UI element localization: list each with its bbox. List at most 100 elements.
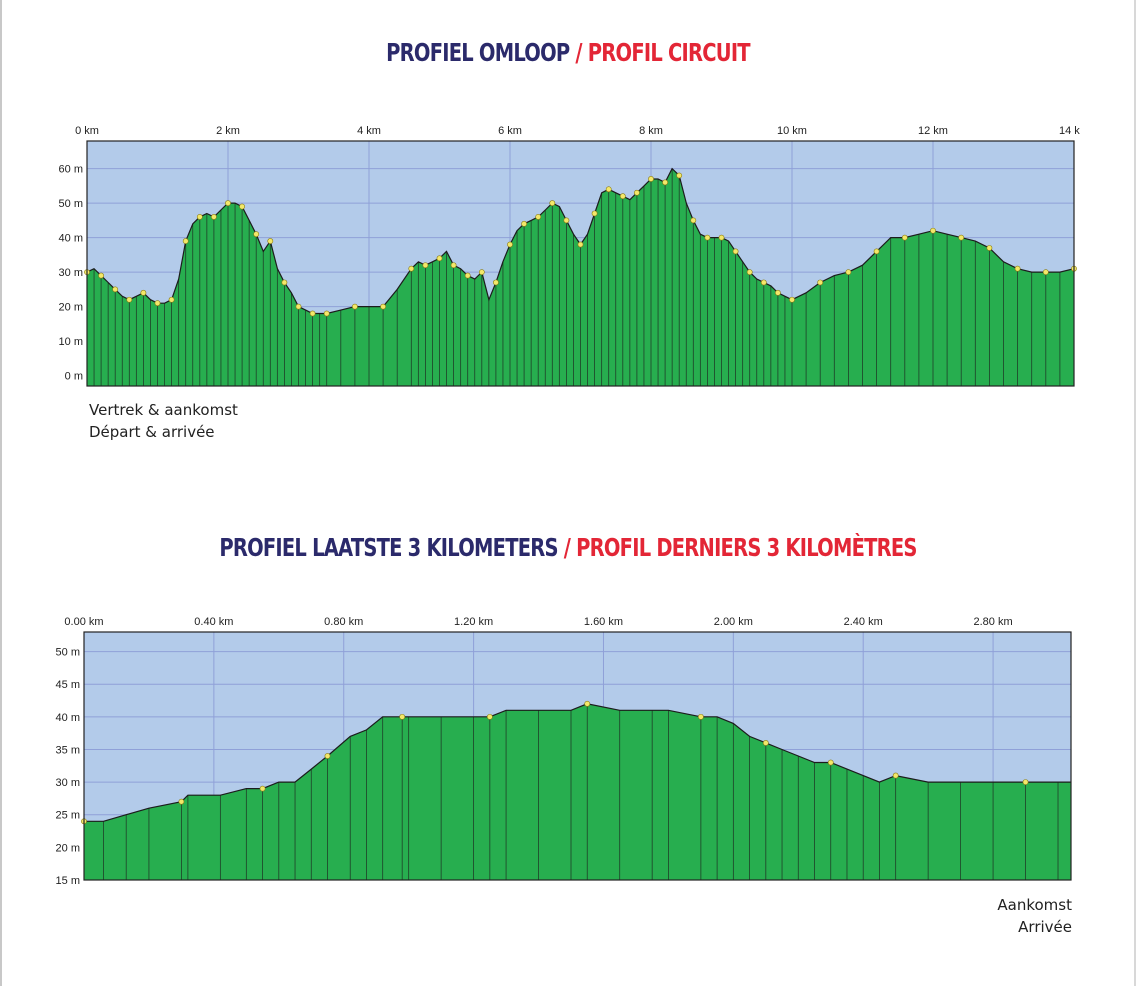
y-tick-label: 40 m bbox=[56, 712, 80, 724]
elevation-point bbox=[168, 296, 175, 303]
elevation-point bbox=[746, 269, 753, 276]
elevation-point bbox=[577, 241, 584, 248]
elevation-point bbox=[1014, 265, 1021, 272]
y-tick-label: 0 m bbox=[65, 371, 83, 383]
start-finish-caption-fr: Départ & arrivée bbox=[89, 423, 215, 441]
x-tick-label: 8 km bbox=[639, 125, 663, 137]
y-tick-label: 30 m bbox=[56, 777, 80, 789]
elevation-point bbox=[259, 785, 266, 792]
elevation-point bbox=[605, 186, 612, 193]
elevation-point bbox=[126, 296, 133, 303]
chart-circuit-profile: 0 km 2 km 4 km 6 km 8 km 10 km 12 km 14 km 0 m 10… bbox=[40, 114, 1089, 398]
elevation-point bbox=[492, 279, 499, 286]
right-border bbox=[1134, 0, 1136, 986]
elevation-point bbox=[690, 217, 697, 224]
chart2-title-sep: / bbox=[557, 533, 577, 562]
elevation-point bbox=[351, 303, 358, 310]
chart1-title-sep: / bbox=[569, 38, 588, 67]
elevation-point bbox=[178, 798, 185, 805]
chart-last-3km-profile: 0.00 km 0.40 km 0.80 km 1.20 km 1.60 km 2.00 … bbox=[40, 612, 1080, 888]
elevation-point bbox=[112, 286, 119, 293]
finish-caption-nl: Aankomst bbox=[997, 896, 1072, 914]
elevation-point bbox=[662, 179, 668, 186]
x-tick-label: 2.40 km bbox=[844, 616, 883, 628]
x-tick-label: 2 km bbox=[216, 125, 240, 137]
elevation-point bbox=[873, 248, 880, 255]
elevation-point bbox=[225, 200, 231, 207]
elevation-point bbox=[676, 172, 683, 179]
elevation-point bbox=[478, 269, 485, 276]
y-tick-label: 10 m bbox=[59, 336, 83, 348]
y-tick-label: 30 m bbox=[59, 267, 83, 279]
elevation-point bbox=[450, 262, 457, 269]
finish-caption: Aankomst Arrivée bbox=[997, 894, 1072, 938]
elevation-point bbox=[239, 203, 245, 210]
x-tick-label: 14 km bbox=[1059, 125, 1080, 137]
y-tick-label: 20 m bbox=[56, 842, 80, 854]
chart-svg: 0.00 km 0.40 km 0.80 km 1.20 km 1.60 km 2.00 … bbox=[56, 616, 1072, 887]
elevation-point bbox=[901, 234, 908, 241]
elevation-point bbox=[196, 214, 203, 220]
elevation-point bbox=[704, 234, 711, 241]
x-tick-label: 12 km bbox=[918, 125, 948, 137]
y-tick-label: 15 m bbox=[56, 875, 80, 884]
elevation-point bbox=[718, 234, 725, 241]
chart2-title: PROFIEL LAATSTE 3 KILOMETERS / PROFIL DE… bbox=[125, 533, 1011, 562]
x-tick-label: 6 km bbox=[498, 125, 522, 137]
chart1-title: PROFIEL OMLOOP / PROFIL CIRCUIT bbox=[125, 38, 1011, 67]
elevation-line bbox=[84, 703, 1071, 822]
elevation-point bbox=[408, 265, 415, 272]
chart2-title-fr: PROFIL DERNIERS 3 KILOMÈTRES bbox=[576, 533, 917, 562]
x-tick-label: 4 km bbox=[357, 125, 381, 137]
x-tick-label: 0.00 km bbox=[64, 616, 103, 628]
elevation-point bbox=[584, 700, 591, 707]
elevation-point bbox=[697, 713, 704, 720]
elevation-point bbox=[789, 296, 795, 303]
elevation-point bbox=[549, 200, 556, 207]
x-tick-label: 2.00 km bbox=[714, 616, 753, 628]
x-tick-label: 0 km bbox=[75, 125, 99, 137]
chart1-title-fr: PROFIL CIRCUIT bbox=[587, 38, 751, 67]
plot-frame bbox=[83, 631, 1072, 881]
elevation-point bbox=[436, 255, 443, 262]
elevation-point bbox=[210, 214, 217, 220]
elevation-point bbox=[1042, 269, 1049, 276]
elevation-point bbox=[323, 310, 330, 317]
elevation-point bbox=[281, 279, 288, 286]
y-tick-label: 60 m bbox=[59, 164, 83, 176]
elevation-point bbox=[309, 310, 316, 317]
chart2-title-nl: PROFIEL LAATSTE 3 KILOMETERS bbox=[219, 533, 558, 562]
elevation-point bbox=[775, 289, 781, 296]
elevation-point bbox=[930, 227, 936, 234]
elevation-point bbox=[507, 241, 513, 248]
elevation-point bbox=[253, 231, 260, 238]
finish-caption-fr: Arrivée bbox=[1018, 918, 1072, 936]
elevation-point bbox=[295, 303, 302, 310]
elevation-point bbox=[619, 193, 626, 200]
y-tick-label: 25 m bbox=[56, 810, 80, 822]
elevation-point bbox=[98, 272, 104, 279]
y-tick-label: 50 m bbox=[56, 647, 80, 659]
elevation-point bbox=[762, 740, 769, 746]
elevation-point bbox=[521, 220, 527, 227]
start-finish-caption: Vertrek & aankomst Départ & arrivée bbox=[89, 399, 238, 443]
chart-svg: 0 km 2 km 4 km 6 km 8 km 10 km 12 km 14 km 0 m 10… bbox=[59, 125, 1089, 387]
y-tick-label: 40 m bbox=[59, 233, 83, 245]
elevation-point bbox=[267, 238, 274, 244]
chart1-title-nl: PROFIEL OMLOOP bbox=[386, 38, 570, 67]
elevation-point bbox=[845, 269, 852, 276]
x-tick-label: 2.80 km bbox=[974, 616, 1013, 628]
elevation-point bbox=[892, 772, 899, 779]
y-tick-label: 20 m bbox=[59, 302, 83, 314]
elevation-point bbox=[648, 176, 654, 182]
elevation-point bbox=[140, 289, 147, 296]
elevation-point bbox=[182, 238, 189, 244]
elevation-point bbox=[380, 303, 386, 310]
elevation-point bbox=[1022, 779, 1029, 786]
elevation-point bbox=[817, 279, 824, 286]
y-tick-label: 35 m bbox=[56, 744, 80, 756]
elevation-point bbox=[154, 300, 161, 307]
y-tick-label: 45 m bbox=[56, 679, 80, 691]
elevation-line bbox=[86, 167, 1075, 315]
elevation-point bbox=[535, 214, 542, 220]
